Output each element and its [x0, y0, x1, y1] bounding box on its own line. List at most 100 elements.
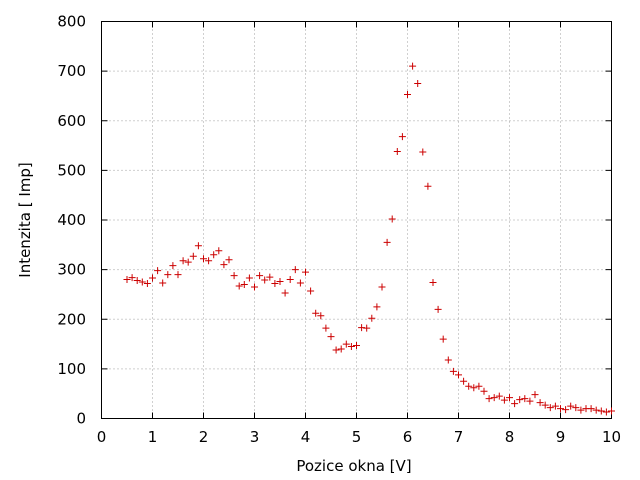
data-point: [276, 278, 284, 286]
data-point: [302, 268, 309, 276]
data-point: [541, 401, 549, 409]
x-tick-label: 4: [301, 428, 311, 446]
grid: [101, 21, 612, 419]
data-point: [337, 345, 345, 353]
data-point: [200, 255, 207, 263]
data-point: [470, 384, 478, 392]
data-point: [495, 392, 503, 400]
data-point: [133, 277, 141, 285]
data-point: [307, 287, 315, 295]
data-point: [572, 404, 580, 412]
data-point: [169, 262, 177, 270]
x-tick-label: 9: [556, 428, 566, 446]
data-point: [444, 356, 452, 364]
y-tick-label: 300: [57, 261, 86, 279]
y-tick-label: 700: [57, 62, 86, 80]
data-point: [429, 279, 437, 287]
data-point: [342, 340, 350, 348]
data-point: [205, 257, 213, 265]
data-point: [465, 382, 473, 390]
x-tick-label: 7: [454, 428, 464, 446]
data-point: [286, 276, 294, 284]
data-point: [312, 309, 320, 317]
data-point: [154, 267, 162, 275]
data-point: [434, 305, 442, 313]
data-point: [404, 90, 411, 98]
data-point: [251, 283, 258, 291]
data-point: [266, 273, 274, 281]
data-point: [500, 396, 508, 404]
data-point: [521, 395, 529, 403]
data-point: [475, 382, 483, 390]
data-point: [128, 274, 136, 282]
y-tick-label: 600: [57, 112, 86, 130]
data-point: [327, 333, 335, 341]
data-point: [215, 247, 223, 255]
x-tick-label: 5: [352, 428, 362, 446]
data-point: [225, 256, 233, 264]
data-point: [557, 405, 564, 413]
data-point: [164, 271, 172, 279]
y-tick-label: 400: [57, 211, 86, 229]
data-point: [516, 396, 524, 404]
data-point: [245, 274, 253, 282]
data-point: [210, 251, 218, 259]
data-point: [592, 406, 600, 414]
data-point: [220, 261, 228, 269]
data-point: [149, 274, 156, 282]
data-point: [567, 402, 575, 410]
x-axis-label: Pozice okna [V]: [296, 457, 411, 475]
data-point: [602, 408, 610, 416]
data-point: [189, 252, 197, 260]
data-point: [194, 242, 202, 250]
data-point: [271, 280, 279, 288]
axis-ticks: [101, 21, 612, 419]
data-point: [184, 258, 192, 266]
x-tick-label: 1: [148, 428, 158, 446]
data-point: [485, 395, 493, 403]
data-point: [608, 407, 615, 415]
y-tick-label: 0: [76, 410, 86, 428]
data-point: [368, 314, 376, 322]
data-point: [281, 289, 289, 297]
data-point: [353, 342, 360, 350]
data-point: [449, 367, 457, 375]
x-tick-label: 8: [505, 428, 515, 446]
x-tick-label: 6: [403, 428, 413, 446]
data-point: [587, 405, 595, 413]
data-point: [460, 377, 468, 385]
y-tick-label: 100: [57, 360, 86, 378]
y-axis-label: Intenzita [ Imp]: [16, 162, 34, 277]
data-point: [506, 394, 513, 402]
data-point: [409, 62, 417, 70]
data-point: [174, 271, 182, 279]
data-point: [256, 272, 264, 280]
data-point: [562, 406, 570, 414]
data-point: [419, 148, 427, 156]
data-point: [123, 276, 131, 284]
data-point: [577, 406, 585, 414]
data-point: [347, 343, 355, 351]
data-point: [179, 257, 187, 265]
data-point: [332, 346, 340, 354]
data-point: [143, 280, 151, 288]
data-point: [240, 281, 248, 289]
data-point: [531, 391, 539, 399]
x-tick-label: 2: [199, 428, 209, 446]
data-point: [490, 394, 498, 402]
data-point: [373, 303, 381, 311]
data-point: [291, 266, 299, 274]
x-tick-label: 3: [250, 428, 260, 446]
data-point: [383, 238, 391, 246]
y-tick-label: 200: [57, 310, 86, 328]
data-point: [424, 182, 432, 190]
data-point: [511, 400, 519, 408]
data-point: [296, 279, 304, 287]
data-point: [322, 324, 330, 332]
data-point: [388, 215, 396, 223]
data-point: [455, 371, 462, 379]
data-point: [261, 276, 269, 284]
y-tick-label: 500: [57, 161, 86, 179]
y-tick-label: 800: [57, 13, 86, 31]
data-point: [393, 148, 401, 156]
